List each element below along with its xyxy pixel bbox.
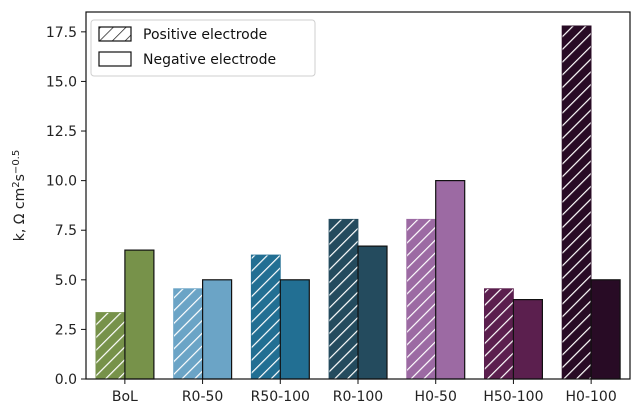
bar-h50-100-negative [512,299,544,380]
bar-h0-100-negative [590,279,621,380]
bar-r50-100-negative [279,279,310,380]
bar-r0-50-negative [202,279,233,380]
bar-r0-50-positive [173,288,204,380]
bar-r50-100-positive [250,254,281,380]
y-axis-title-sup1: 2 [11,181,22,187]
y-tick-label: 17.5 [46,25,77,41]
y-tick-label: 7.5 [55,223,77,239]
bar-h0-50-positive [406,218,437,380]
bar-bol-negative [124,249,155,380]
x-tick-label: R0-100 [333,389,383,405]
legend-swatch-negative [98,51,132,67]
legend-label-negative: Negative electrode [143,52,276,68]
x-tick-label: BoL [112,389,138,405]
y-axis-title-main: k, Ω cm [12,188,28,242]
y-axis-title-mid: s [12,174,28,181]
bar-h50-100-positive [483,288,514,380]
y-tick-label: 15.0 [46,74,77,90]
legend-swatch-positive [98,26,132,42]
ticks-layer: BoL R0-50 R50-100 R0-100 H0-50 H50-100 H0-100 0… [46,25,617,405]
bar-h0-50-negative [435,180,466,380]
x-tick-label: H50-100 [483,389,543,405]
y-tick-label: 0.0 [55,372,77,388]
bar-bol-positive [95,312,126,380]
y-tick-label: 5.0 [55,273,77,289]
x-tick-label: H0-100 [566,389,617,405]
x-tick-label: H0-50 [415,389,457,405]
y-tick-label: 10.0 [46,174,77,190]
y-tick-label: 12.5 [46,124,77,140]
x-tick-label: R0-50 [182,389,224,405]
legend: Positive electrode Negative electrode [90,19,316,77]
bar-h0-100-positive [561,25,592,380]
bar-r0-100-positive [328,218,359,380]
y-axis-title: k, Ω cm2s−0.5 [11,150,29,241]
legend-label-positive: Positive electrode [143,27,267,43]
x-tick-label: R50-100 [251,389,310,405]
bars-layer [95,25,621,380]
legend-frame [90,19,316,77]
bar-r0-100-negative [357,245,388,380]
y-tick-label: 2.5 [55,322,77,338]
y-axis-title-sup2: −0.5 [11,150,22,174]
